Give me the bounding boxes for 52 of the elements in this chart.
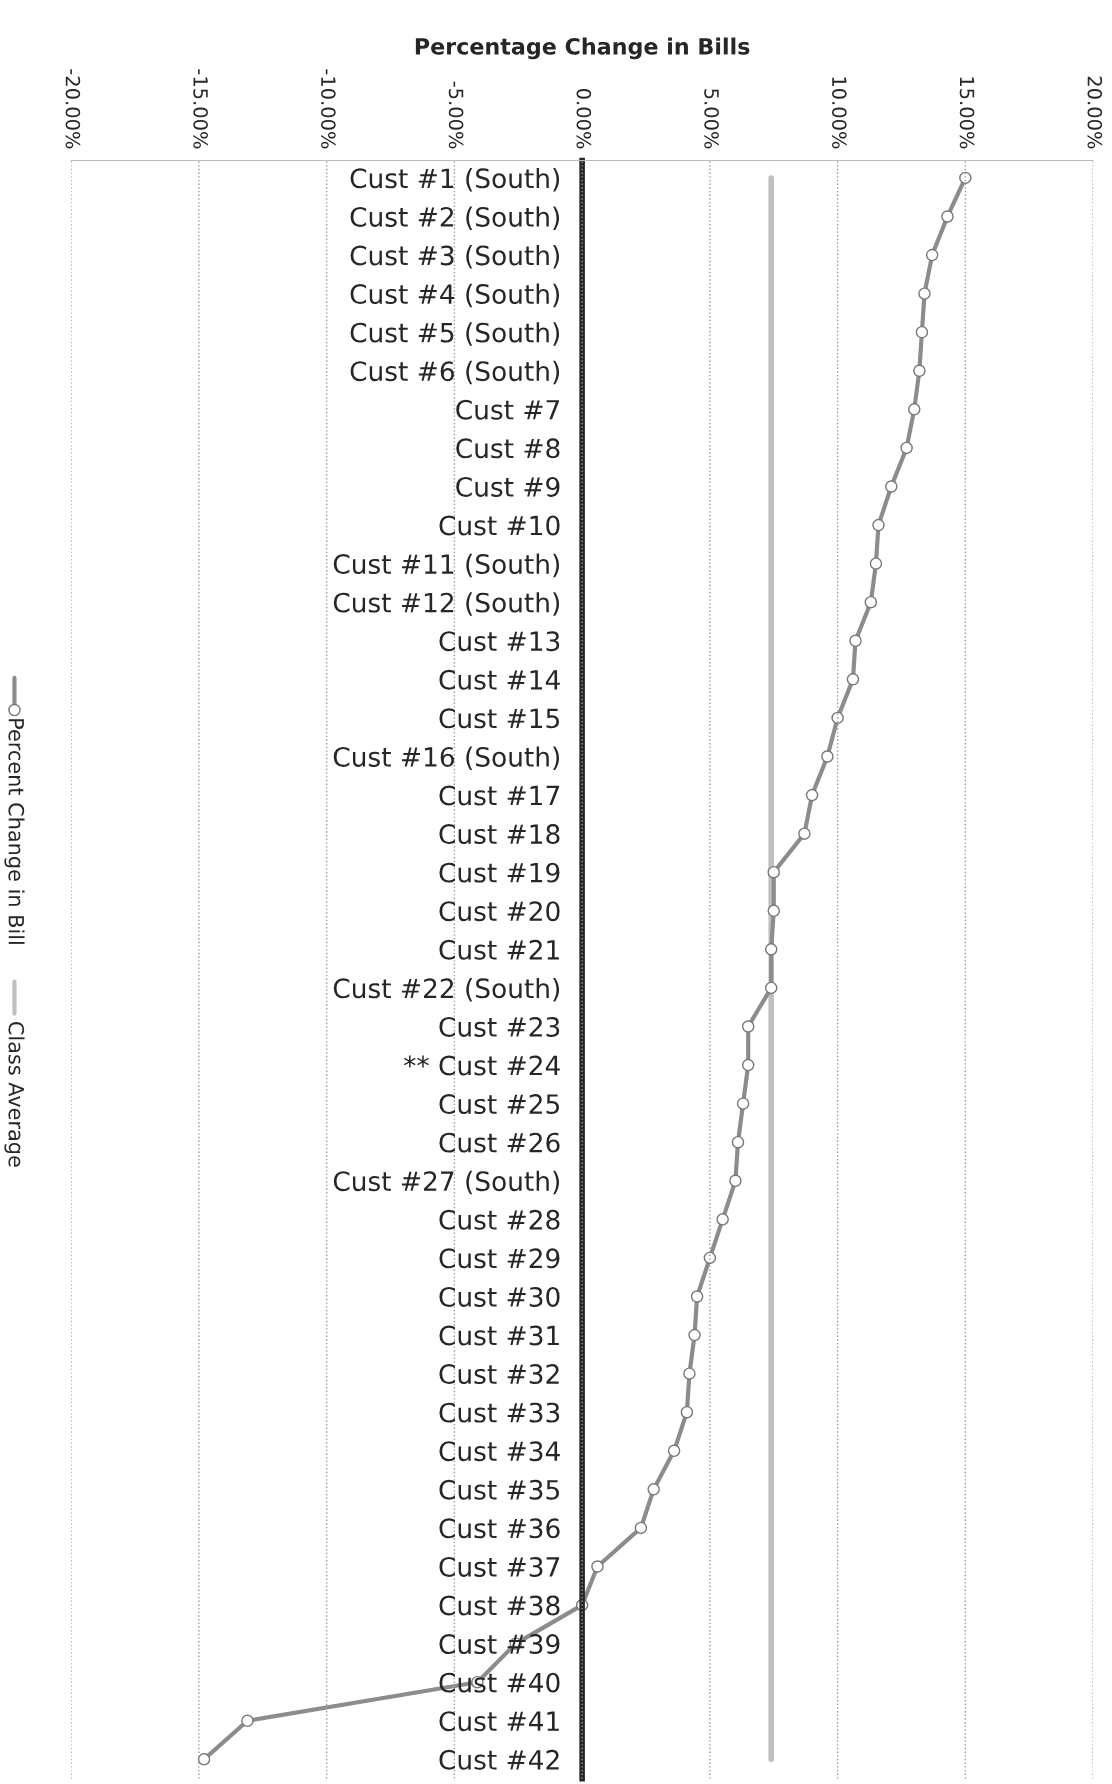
y-tick-label: Cust #26 xyxy=(439,1132,560,1153)
y-tick-label: Cust #2 (South) xyxy=(350,206,560,230)
y-tick-label: Cust #37 xyxy=(439,1556,560,1577)
x-tick-label: 5.00% xyxy=(704,89,719,149)
y-tick-label: Cust #28 xyxy=(439,1209,560,1230)
x-tick-label: 0.00% xyxy=(576,88,592,149)
y-tick-label: Cust #16 (South) xyxy=(333,746,560,770)
y-tick-label: Cust #6 (South) xyxy=(350,360,560,385)
y-tick-label: Cust #10 xyxy=(439,515,560,536)
y-tick-label: ** Cust #24 xyxy=(403,1055,560,1076)
x-axis-title: Percentage Change in Bills xyxy=(415,37,750,60)
y-tick-label: Cust #19 xyxy=(439,862,560,883)
y-tick-label: Cust #31 xyxy=(439,1325,559,1346)
y-tick-label: Cust #22 (South) xyxy=(333,977,560,1002)
y-tick-label: Cust #42 xyxy=(439,1749,559,1770)
y-tick-label: Cust #5 (South) xyxy=(350,322,560,346)
x-tick-label: -10.00% xyxy=(321,69,336,149)
x-tick-label: -20.00% xyxy=(65,69,81,149)
y-tick-label: Cust #36 xyxy=(439,1518,560,1539)
y-tick-label: Cust #33 xyxy=(439,1402,560,1423)
y-tick-label: Cust #41 xyxy=(439,1711,559,1732)
y-tick-label: Cust #23 xyxy=(439,1016,560,1037)
y-tick-label: Cust #30 xyxy=(439,1286,560,1307)
y-tick-label: Cust #34 xyxy=(439,1441,560,1462)
y-tick-label: Cust #27 (South) xyxy=(333,1170,560,1195)
legend-label: Percent Change in Bill xyxy=(4,719,25,944)
x-tick-label: 20.00% xyxy=(1087,76,1103,149)
y-tick-label: Cust #8 xyxy=(456,438,560,459)
y-tick-label: Cust #20 xyxy=(439,901,560,922)
y-tick-label: Cust #15 xyxy=(439,708,559,729)
y-tick-label: Cust #4 (South) xyxy=(350,283,560,308)
y-tick-label: Cust #35 xyxy=(439,1479,559,1500)
y-tick-label: Cust #12 (South) xyxy=(333,592,560,616)
y-tick-label: Cust #25 xyxy=(439,1094,559,1115)
y-tick-label: Cust #13 xyxy=(439,631,560,652)
y-tick-label: Cust #3 (South) xyxy=(350,245,560,269)
y-tick-label: Cust #38 xyxy=(439,1595,560,1616)
x-tick-label: -5.00% xyxy=(448,81,464,149)
y-tick-label: Cust #18 xyxy=(439,824,560,845)
y-tick-label: Cust #11 (South) xyxy=(333,553,560,578)
x-tick-label: -15.00% xyxy=(193,69,208,149)
y-tick-label: Cust #7 xyxy=(456,399,560,420)
y-tick-label: Cust #21 xyxy=(439,939,559,960)
y-tick-label: Cust #17 xyxy=(439,785,560,806)
y-tick-label: Cust #32 xyxy=(439,1364,559,1385)
y-tick-label: Cust #9 xyxy=(456,476,560,497)
y-tick-label: Cust #14 xyxy=(439,669,560,690)
x-tick-label: 10.00% xyxy=(831,77,847,149)
x-tick-label: 15.00% xyxy=(959,77,975,149)
legend-label: Class Average xyxy=(4,1022,25,1167)
y-tick-label: Cust #1 (South) xyxy=(350,167,560,192)
y-tick-label: Cust #29 xyxy=(439,1248,560,1269)
